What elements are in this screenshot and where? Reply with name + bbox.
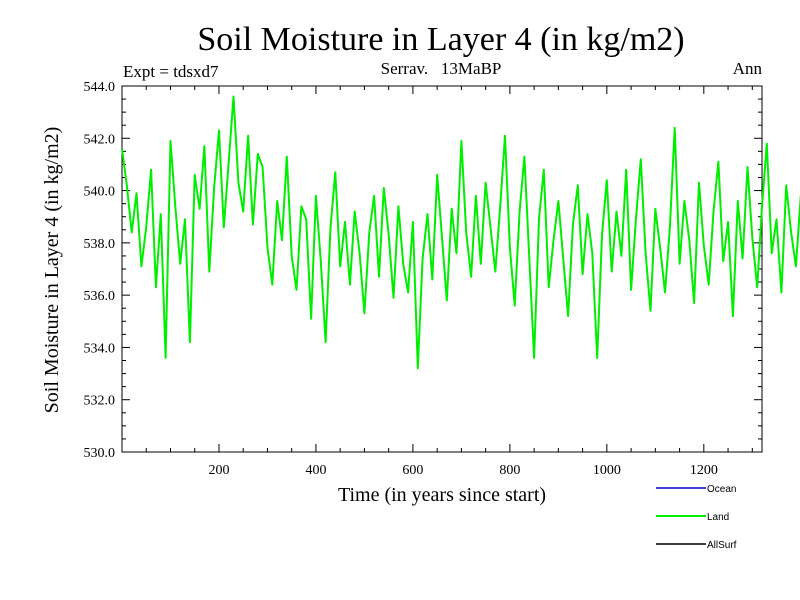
y-tick-label: 532.0 — [84, 394, 116, 409]
chart-title: Soil Moisture in Layer 4 (in kg/m2) — [197, 21, 684, 58]
y-axis-label: Soil Moisture in Layer 4 (in kg/m2) — [41, 127, 63, 414]
x-axis-label: Time (in years since start) — [338, 484, 546, 506]
y-tick-label: 544.0 — [84, 80, 116, 95]
x-axis-ticks — [145, 86, 753, 452]
x-tick-label: 1200 — [690, 463, 718, 478]
legend-ocean-label: Ocean — [707, 484, 736, 495]
x-tick-label: 600 — [402, 463, 423, 478]
x-tick-label: 200 — [208, 463, 229, 478]
x-tick-label: 400 — [305, 463, 326, 478]
legend: Ocean Land AllSurf — [656, 484, 737, 551]
y-tick-label: 542.0 — [84, 132, 116, 147]
period-label: Serrav. 13MaBP — [381, 59, 502, 78]
x-axis-tick-labels: 200 400 600 800 1000 1200 — [208, 463, 717, 478]
y-axis-tick-labels: 530.0 532.0 534.0 536.0 538.0 540.0 542.0 544.0 — [84, 80, 116, 461]
land-series-line — [121, 95, 800, 370]
season-label: Ann — [733, 59, 763, 78]
x-tick-label: 1000 — [593, 463, 621, 478]
x-tick-label: 800 — [499, 463, 520, 478]
y-axis-ticks — [122, 85, 762, 453]
legend-land-label: Land — [707, 512, 729, 523]
y-tick-label: 540.0 — [84, 185, 116, 200]
y-tick-label: 536.0 — [84, 289, 116, 304]
legend-allsurf-label: AllSurf — [707, 540, 737, 551]
y-tick-label: 530.0 — [84, 446, 116, 461]
y-tick-label: 534.0 — [84, 341, 116, 356]
experiment-label: Expt = tdsxd7 — [123, 62, 219, 81]
y-tick-label: 538.0 — [84, 237, 116, 252]
